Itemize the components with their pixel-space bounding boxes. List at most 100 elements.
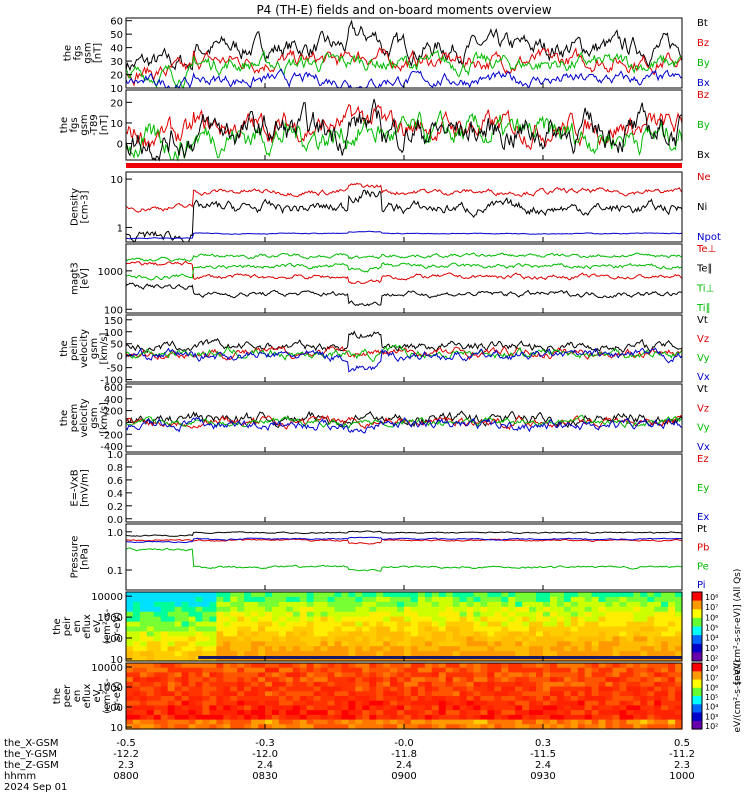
peir-cell: [494, 626, 502, 632]
peir-cell: [362, 626, 370, 632]
peer-cell: [376, 686, 384, 692]
peer-cell: [285, 667, 294, 673]
peer-cell: [237, 724, 245, 730]
peir-colorbar-stop: [692, 617, 702, 627]
peir-cell: [195, 631, 203, 637]
peer-cell: [466, 667, 475, 673]
peer-cell: [654, 700, 662, 706]
peer-cell: [334, 696, 342, 702]
peir-cell: [404, 626, 412, 632]
peir-cell: [626, 636, 634, 642]
peer-cell: [174, 667, 183, 673]
peer-cell: [132, 663, 141, 669]
peer-cell: [550, 696, 558, 702]
peir-colorbar-tick: 10²: [705, 654, 718, 663]
peir-cell: [480, 631, 488, 637]
peir-cell: [417, 606, 426, 613]
peer-cell: [202, 710, 210, 716]
peer-cell: [320, 667, 329, 673]
peir-cell: [556, 601, 565, 608]
peem_velocity-legend-2: Vy: [697, 423, 710, 434]
peer-cell: [647, 677, 655, 683]
peer-cell: [515, 681, 523, 688]
peir-cell: [376, 596, 384, 603]
peem_velocity-legend-0: Vt: [697, 384, 708, 395]
peer-cell: [362, 663, 370, 669]
peir-cell: [369, 592, 377, 598]
peer-cell: [480, 672, 488, 678]
peer-cell: [244, 686, 252, 692]
peir-cell: [480, 601, 488, 608]
peir-cell: [181, 646, 190, 652]
peer-cell: [292, 705, 301, 711]
peer-cell: [410, 700, 419, 706]
density-series-2: [125, 230, 683, 240]
footer-row-label: the_Y-GSM: [4, 749, 57, 760]
peer-cell: [598, 672, 607, 678]
peir-cell: [397, 641, 405, 647]
peir-cell: [529, 641, 537, 647]
peir-cell: [313, 601, 322, 608]
peer-cell: [556, 686, 565, 692]
peer-colorbar-stop: [692, 679, 702, 689]
peir-cell: [139, 626, 148, 632]
peir-cell: [452, 636, 461, 642]
peir-cell: [494, 601, 502, 608]
peir-cell: [153, 656, 162, 662]
peer-cell: [369, 696, 377, 702]
peir-cell: [153, 601, 162, 608]
peir-cell: [126, 606, 134, 613]
peir-cell: [126, 636, 134, 642]
peer-cell: [216, 714, 224, 721]
peir-cell: [466, 626, 475, 632]
peir-cell: [397, 592, 405, 598]
peer-cell: [306, 714, 315, 721]
peir-cell: [508, 641, 516, 647]
peim_velocity-ylabel: the peim velocity gsm [km/s]: [59, 329, 110, 368]
peer-cell: [584, 700, 593, 706]
peir-cell: [313, 621, 322, 628]
peem_velocity-ylabel-text: peem: [69, 404, 80, 432]
peir-cell: [640, 621, 648, 628]
peer-cell: [633, 672, 641, 678]
peir-cell: [515, 596, 523, 603]
peer-cell: [529, 672, 537, 678]
peir-cell: [515, 636, 523, 642]
peer-cell: [306, 696, 315, 702]
peer-cell: [230, 677, 238, 683]
peer-cell: [272, 667, 280, 673]
peir-cell: [251, 641, 259, 647]
peer-cell: [362, 719, 370, 725]
peer-cell: [272, 719, 280, 725]
peir-cell: [265, 646, 273, 652]
footer-value: -0.0: [394, 738, 414, 749]
temperature-ylabel: magt3 [eV]: [70, 262, 91, 295]
peer-cell: [543, 714, 551, 721]
peir-cell: [216, 636, 224, 642]
pressure-series-0: [125, 530, 682, 537]
peir-cell: [299, 631, 308, 637]
fgs_gsm-ytick-label: 60: [110, 17, 123, 28]
peir-cell: [487, 646, 495, 652]
peer-cell: [181, 686, 190, 692]
peer-cell: [577, 672, 586, 678]
peir-cell: [195, 636, 203, 642]
peir-cell: [341, 636, 349, 642]
peir-cell: [459, 596, 468, 603]
peir-cell: [605, 606, 613, 613]
peir-cell: [619, 641, 627, 647]
peer-cell: [237, 672, 245, 678]
peer-cell: [383, 714, 391, 721]
peer-cell: [299, 672, 308, 678]
peer-cell: [543, 724, 551, 730]
peir-cell: [424, 596, 433, 603]
peir-cell: [605, 596, 613, 603]
peir-cell: [466, 636, 475, 642]
peir-cell: [445, 611, 454, 618]
peir-cell: [668, 641, 676, 647]
peir-cell: [452, 621, 461, 628]
peer-cell: [139, 672, 148, 678]
peer-cell: [369, 691, 377, 697]
